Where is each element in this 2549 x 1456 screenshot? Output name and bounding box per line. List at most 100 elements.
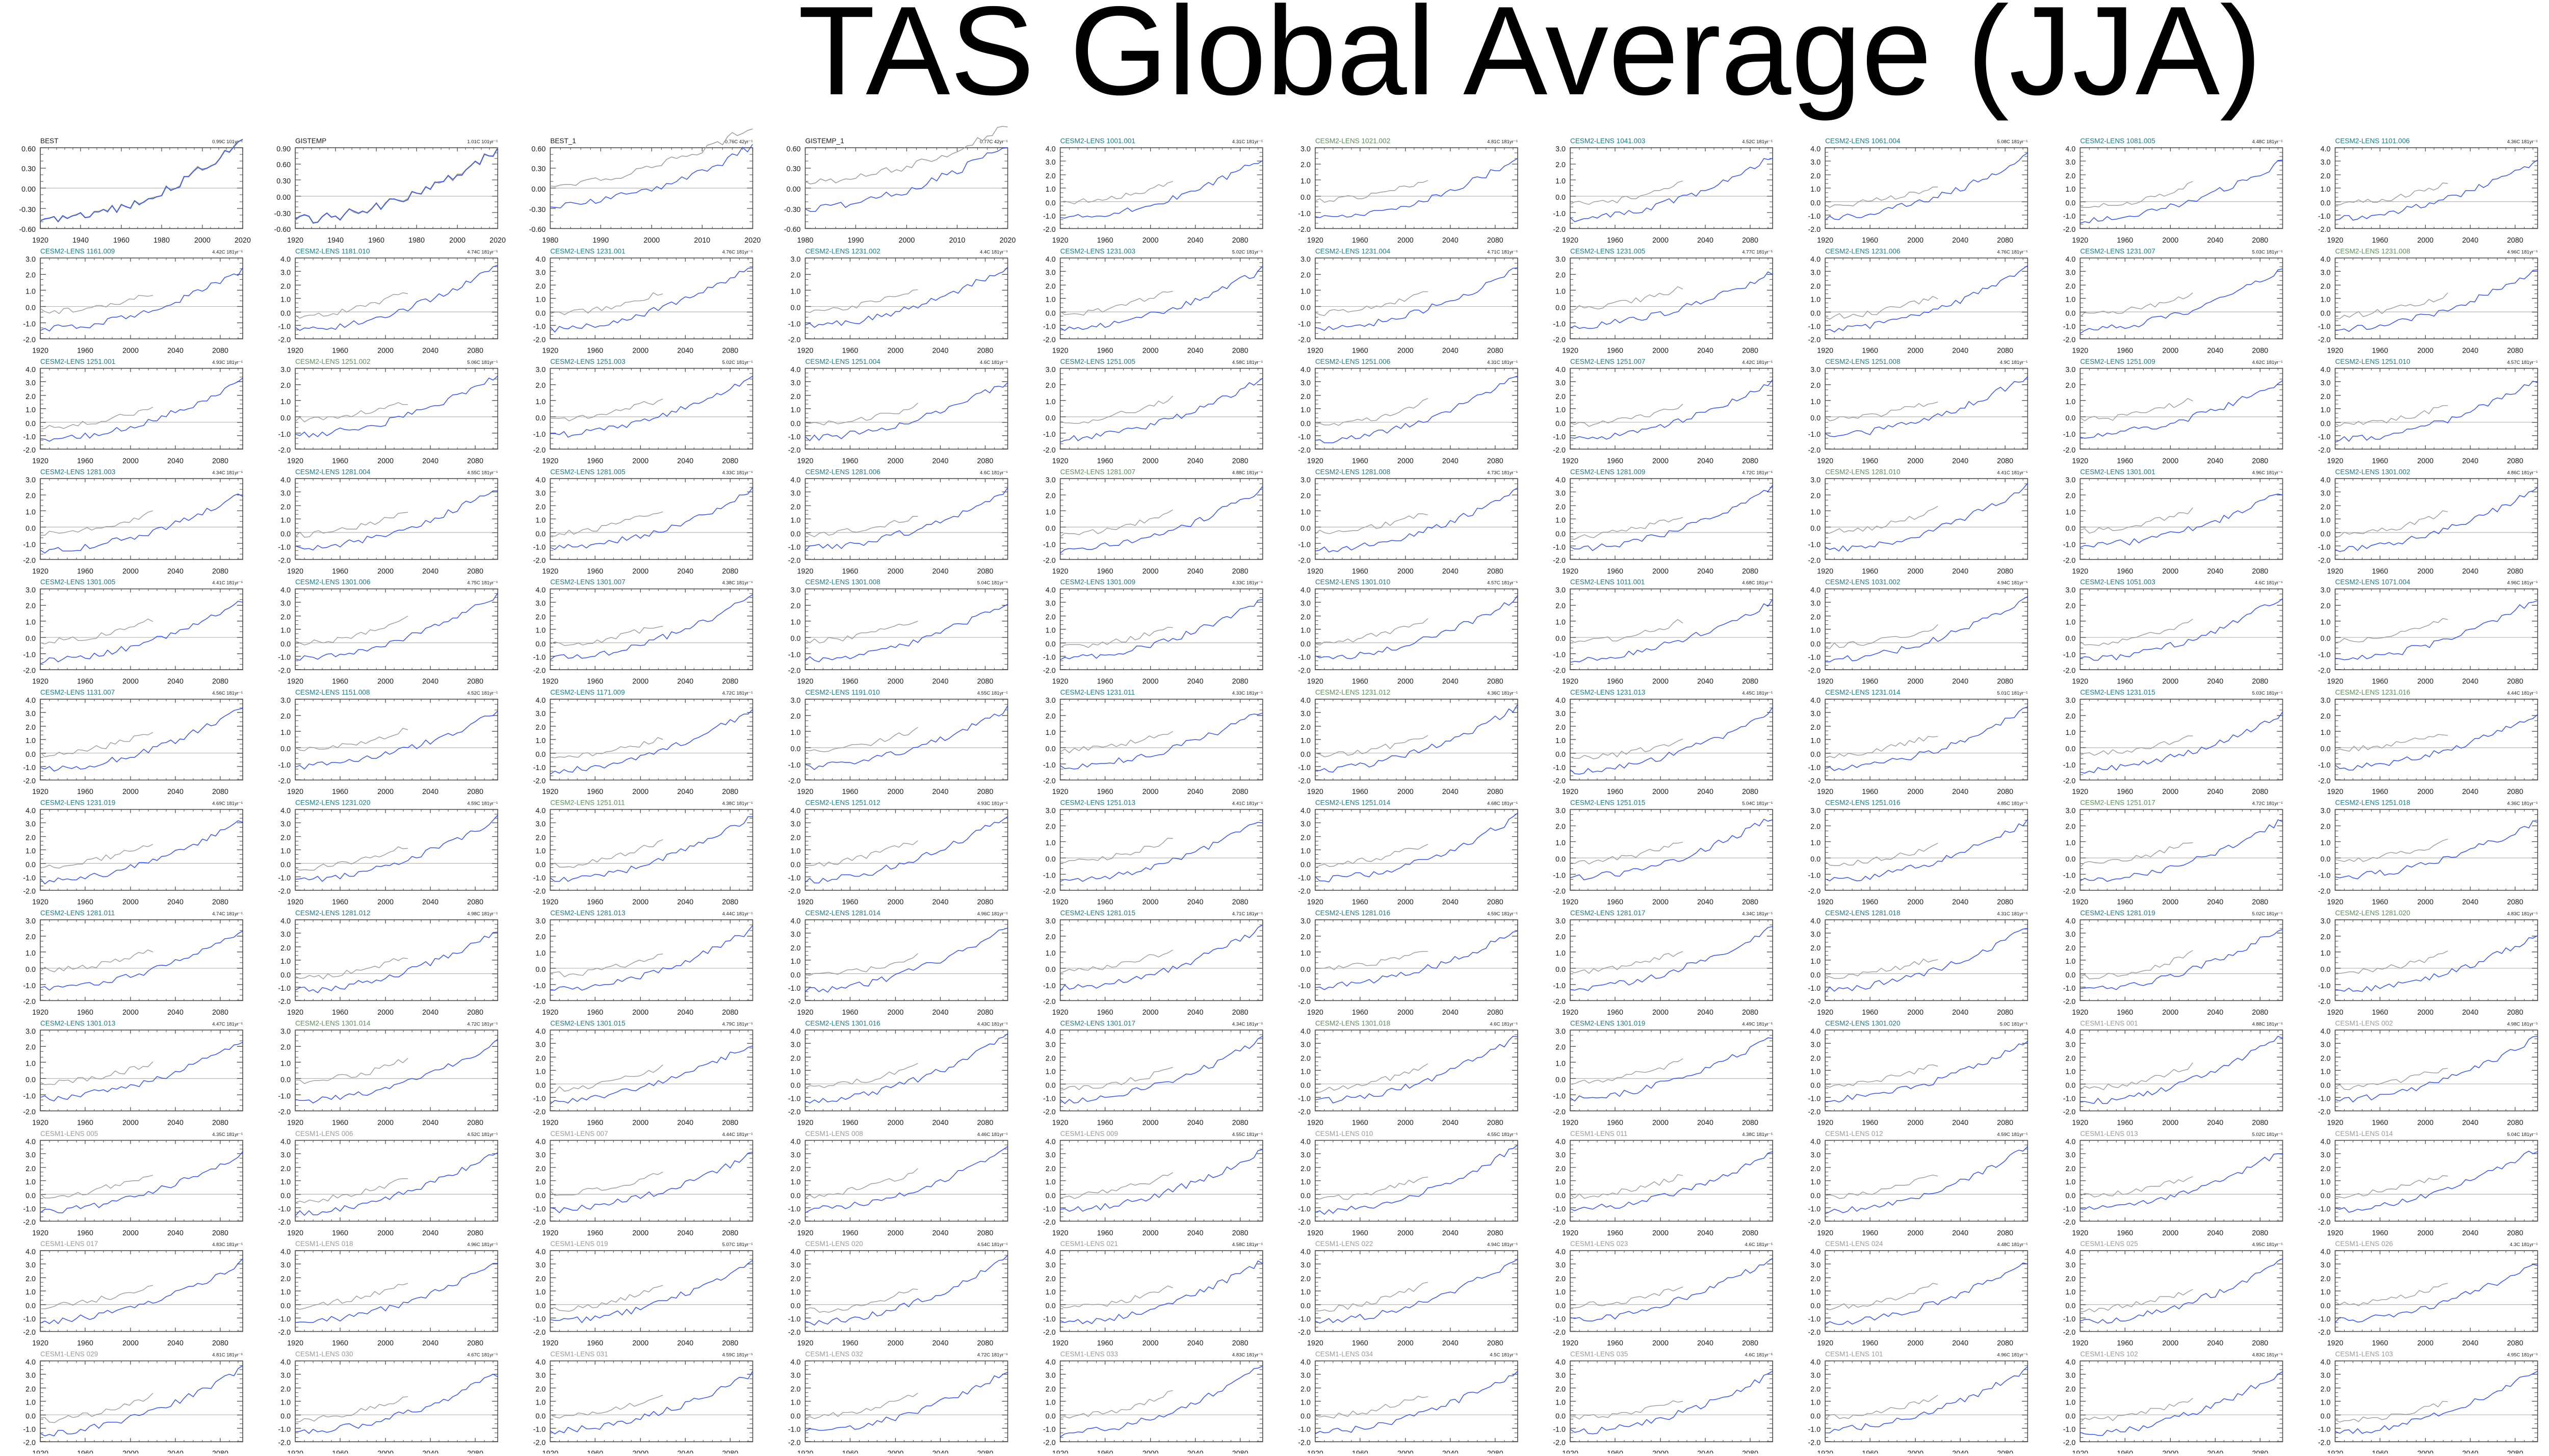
svg-text:2000: 2000 <box>1907 898 1923 907</box>
svg-text:3.0: 3.0 <box>280 269 291 277</box>
svg-text:4.0: 4.0 <box>25 1138 36 1146</box>
svg-text:-2.0: -2.0 <box>1553 777 1566 785</box>
svg-text:1960: 1960 <box>1862 457 1878 465</box>
svg-text:1920: 1920 <box>2327 788 2344 796</box>
svg-text:1960: 1960 <box>587 898 603 907</box>
svg-text:1920: 1920 <box>542 898 558 907</box>
svg-text:0.0: 0.0 <box>1046 1081 1056 1090</box>
svg-text:2080: 2080 <box>2252 347 2268 355</box>
svg-text:2080: 2080 <box>212 457 228 465</box>
svg-text:1920: 1920 <box>32 567 48 575</box>
svg-text:-1.0: -1.0 <box>1808 323 1821 331</box>
svg-text:0.0: 0.0 <box>1555 1413 1566 1421</box>
svg-text:-2.0: -2.0 <box>2063 998 2076 1006</box>
svg-text:0.30: 0.30 <box>21 165 36 173</box>
svg-text:2000: 2000 <box>1652 1450 1669 1453</box>
svg-text:2000: 2000 <box>1907 347 1923 355</box>
svg-text:3.0: 3.0 <box>791 255 801 263</box>
svg-text:1920: 1920 <box>542 1119 558 1127</box>
svg-text:-1.0: -1.0 <box>2318 1426 2331 1434</box>
svg-text:-1.0: -1.0 <box>533 1095 546 1103</box>
svg-text:1960: 1960 <box>587 1119 603 1127</box>
svg-text:1.0: 1.0 <box>535 1288 545 1296</box>
svg-text:-2.0: -2.0 <box>1298 777 1311 785</box>
svg-text:4.43C 181yr⁻¹: 4.43C 181yr⁻¹ <box>977 1021 1008 1027</box>
svg-text:3.0: 3.0 <box>1046 269 1056 277</box>
svg-text:2000: 2000 <box>377 567 394 575</box>
svg-text:1.0: 1.0 <box>280 296 291 304</box>
svg-text:2.0: 2.0 <box>1810 1054 1820 1063</box>
svg-text:2.0: 2.0 <box>791 944 801 952</box>
svg-text:4.76C 181yr⁻¹: 4.76C 181yr⁻¹ <box>1997 249 2027 255</box>
svg-text:2040: 2040 <box>2462 236 2479 245</box>
svg-text:CESM2-LENS 1301.006: CESM2-LENS 1301.006 <box>295 578 370 586</box>
svg-text:2080: 2080 <box>2252 567 2268 575</box>
svg-text:-2.0: -2.0 <box>788 1219 801 1227</box>
svg-text:0.90: 0.90 <box>276 145 291 153</box>
svg-text:-1.0: -1.0 <box>1808 764 1821 772</box>
svg-text:1960: 1960 <box>1607 1119 1623 1127</box>
svg-text:-2.0: -2.0 <box>2318 1439 2331 1447</box>
svg-text:4.0: 4.0 <box>1046 1248 1056 1256</box>
svg-text:-2.0: -2.0 <box>1808 336 1821 344</box>
svg-text:1.0: 1.0 <box>1810 1288 1820 1296</box>
svg-text:3.0: 3.0 <box>1046 158 1056 167</box>
svg-text:0.0: 0.0 <box>535 1192 545 1200</box>
svg-text:1920: 1920 <box>797 567 814 575</box>
svg-text:2000: 2000 <box>1652 678 1669 686</box>
svg-text:1960: 1960 <box>842 1339 859 1347</box>
svg-text:2080: 2080 <box>2507 236 2524 245</box>
svg-text:2040: 2040 <box>1952 567 1968 575</box>
svg-text:2000: 2000 <box>377 788 394 796</box>
svg-text:3.0: 3.0 <box>25 1027 36 1036</box>
svg-text:3.0: 3.0 <box>1300 1151 1311 1159</box>
svg-text:CESM2-LENS 1251.003: CESM2-LENS 1251.003 <box>550 358 625 365</box>
svg-text:1960: 1960 <box>1607 1339 1623 1347</box>
svg-text:1960: 1960 <box>842 567 859 575</box>
svg-text:4.0: 4.0 <box>2065 917 2075 925</box>
svg-text:0.0: 0.0 <box>791 971 801 980</box>
svg-text:4.6C 181yr⁻¹: 4.6C 181yr⁻¹ <box>1745 1353 1773 1358</box>
svg-text:2040: 2040 <box>677 898 693 907</box>
svg-text:4.0: 4.0 <box>1810 1138 1820 1146</box>
svg-text:2.0: 2.0 <box>535 614 545 622</box>
svg-text:-2.0: -2.0 <box>1298 998 1311 1006</box>
svg-text:-1.0: -1.0 <box>2063 1205 2076 1213</box>
svg-text:-0.30: -0.30 <box>784 206 801 214</box>
svg-text:3.0: 3.0 <box>2321 697 2331 705</box>
svg-text:1.0: 1.0 <box>1810 737 1820 745</box>
svg-text:1.0: 1.0 <box>1046 949 1056 958</box>
svg-text:0.0: 0.0 <box>1810 524 1820 533</box>
svg-text:0.0: 0.0 <box>280 641 291 649</box>
svg-text:1920: 1920 <box>542 1339 558 1347</box>
svg-text:2000: 2000 <box>2162 347 2178 355</box>
svg-text:2000: 2000 <box>1397 347 1414 355</box>
svg-text:2080: 2080 <box>212 678 228 686</box>
svg-text:2.0: 2.0 <box>791 1386 801 1394</box>
svg-text:2080: 2080 <box>1487 898 1503 907</box>
svg-text:0.0: 0.0 <box>1810 1192 1820 1200</box>
svg-text:4.0: 4.0 <box>535 807 545 815</box>
svg-text:1920: 1920 <box>1052 1229 1069 1237</box>
svg-text:4.72C 181yr⁻¹: 4.72C 181yr⁻¹ <box>977 1353 1008 1358</box>
svg-text:1920: 1920 <box>32 1119 48 1127</box>
svg-text:0.0: 0.0 <box>1300 194 1311 202</box>
svg-text:CESM2-LENS 1251.016: CESM2-LENS 1251.016 <box>1825 799 1900 807</box>
svg-text:-2.0: -2.0 <box>1043 667 1056 675</box>
svg-text:-0.30: -0.30 <box>19 206 36 214</box>
svg-text:1960: 1960 <box>2372 1450 2388 1453</box>
svg-text:3.0: 3.0 <box>1555 379 1566 387</box>
svg-text:1960: 1960 <box>1607 236 1623 245</box>
svg-text:1920: 1920 <box>32 347 48 355</box>
svg-text:1960: 1960 <box>1097 678 1113 686</box>
svg-text:2000: 2000 <box>888 788 904 796</box>
svg-text:3.0: 3.0 <box>2065 476 2075 484</box>
svg-text:CESM2-LENS 1191.010: CESM2-LENS 1191.010 <box>805 689 880 696</box>
svg-text:1.0: 1.0 <box>2065 839 2075 848</box>
svg-text:0.0: 0.0 <box>280 745 291 753</box>
svg-text:2040: 2040 <box>1442 1229 1459 1237</box>
svg-text:2.0: 2.0 <box>1555 823 1566 831</box>
svg-text:3.0: 3.0 <box>25 820 36 829</box>
svg-text:2000: 2000 <box>888 678 904 686</box>
svg-text:CESM2-LENS 1301.014: CESM2-LENS 1301.014 <box>295 1019 371 1027</box>
